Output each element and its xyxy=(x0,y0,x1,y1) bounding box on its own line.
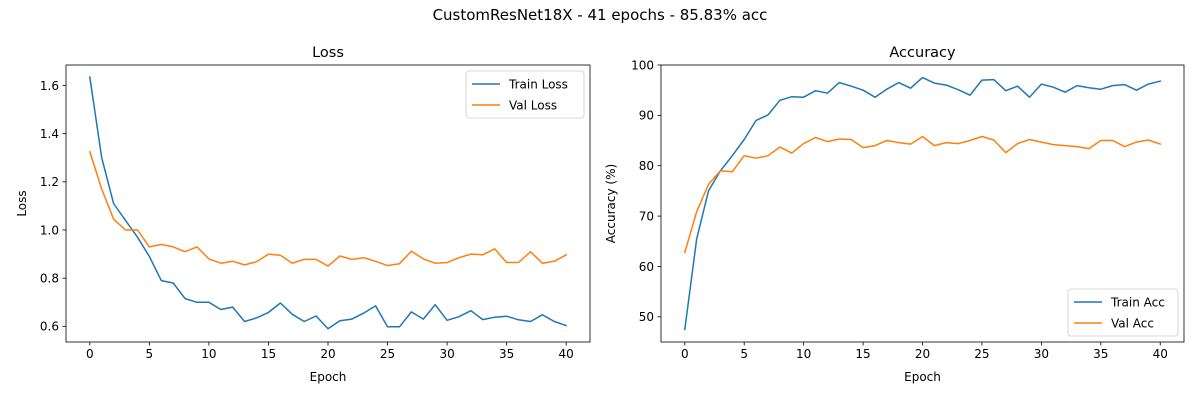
y-tick-label: 1.2 xyxy=(40,175,59,189)
y-tick-label: 1.0 xyxy=(40,223,59,237)
loss-chart: 0 5 10 15 20 25 30 35 40 0.6 0.8 1.0 1.2 1.4 1.6 Loss Ep… xyxy=(15,45,591,384)
x-tick-label: 10 xyxy=(796,347,811,361)
x-tick-label: 20 xyxy=(915,347,930,361)
x-tick-label: 5 xyxy=(146,347,154,361)
accuracy-chart-title: Accuracy xyxy=(889,45,956,61)
series-line-train-acc xyxy=(683,76,1162,331)
y-tick-label: 90 xyxy=(639,109,654,123)
figure-suptitle: CustomResNet18X - 41 epochs - 85.83% acc xyxy=(433,6,768,24)
x-tick-label: 30 xyxy=(439,347,454,361)
accuracy-chart: 0 5 10 15 20 25 30 35 40 50 60 70 80 90 100 Accuracy Epo… xyxy=(604,45,1185,384)
loss-chart-title: Loss xyxy=(312,45,344,61)
x-tick-label: 20 xyxy=(320,347,335,361)
series-line-val-loss xyxy=(88,150,568,267)
y-tick-label: 0.8 xyxy=(40,271,59,285)
x-tick-label: 40 xyxy=(559,347,574,361)
legend-label: Val Loss xyxy=(509,98,557,112)
x-tick-label: 15 xyxy=(855,347,870,361)
y-tick-label: 1.4 xyxy=(40,127,59,141)
x-tick-label: 0 xyxy=(86,347,94,361)
legend-label: Train Acc xyxy=(1110,295,1165,309)
y-tick-label: 1.6 xyxy=(40,79,59,93)
x-tick-label: 25 xyxy=(974,347,989,361)
y-tick-label: 70 xyxy=(639,209,654,223)
series-line-val-acc xyxy=(683,135,1162,254)
loss-y-axis-label: Loss xyxy=(15,190,29,216)
x-tick-label: 25 xyxy=(380,347,395,361)
legend-label: Val Acc xyxy=(1111,316,1154,330)
x-tick-label: 40 xyxy=(1153,347,1168,361)
y-tick-label: 100 xyxy=(631,58,654,72)
y-tick-label: 50 xyxy=(639,310,654,324)
y-tick-label: 0.6 xyxy=(40,320,59,334)
accuracy-legend: Train Acc Val Acc xyxy=(1067,288,1179,337)
y-tick-label: 60 xyxy=(639,260,654,274)
x-tick-label: 15 xyxy=(261,347,276,361)
legend-box xyxy=(465,70,585,119)
y-tick-label: 80 xyxy=(639,159,654,173)
x-tick-label: 0 xyxy=(681,347,689,361)
x-tick-label: 35 xyxy=(499,347,514,361)
accuracy-x-axis-label: Epoch xyxy=(904,370,941,384)
x-tick-label: 35 xyxy=(1093,347,1108,361)
x-tick-label: 10 xyxy=(201,347,216,361)
series-line-train-loss xyxy=(88,76,568,330)
accuracy-y-axis-label: Accuracy (%) xyxy=(604,164,618,243)
legend-box xyxy=(1067,288,1179,337)
x-tick-label: 30 xyxy=(1034,347,1049,361)
loss-legend: Train Loss Val Loss xyxy=(465,70,585,119)
x-tick-label: 5 xyxy=(740,347,748,361)
loss-x-axis-label: Epoch xyxy=(310,370,347,384)
legend-label: Train Loss xyxy=(508,77,568,91)
